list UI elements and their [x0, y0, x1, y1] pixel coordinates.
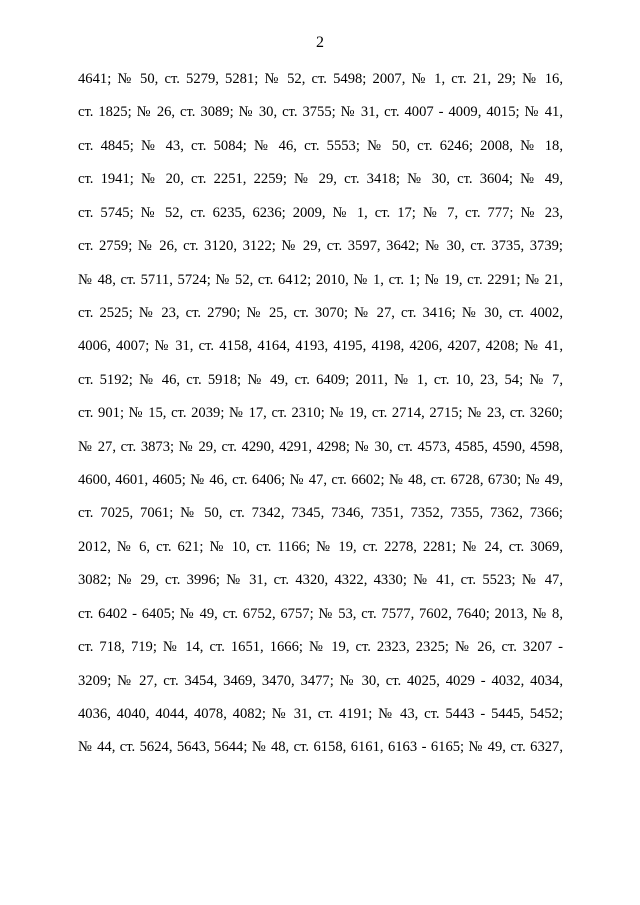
text-line: 4641; № 50, ст. 5279, 5281; № 52, ст. 54…	[78, 71, 563, 87]
text-line: 2012, № 6, ст. 621; № 10, ст. 1166; № 19…	[78, 538, 563, 555]
text-line: № 44, ст. 5624, 5643, 5644; № 48, ст. 61…	[78, 739, 563, 756]
text-line: ст. 6402 - 6405; № 49, ст. 6752, 6757; №…	[78, 605, 563, 622]
text-line: ст. 5745; № 52, ст. 6235, 6236; 2009, № …	[78, 204, 563, 221]
text-line: 3209; № 27, ст. 3454, 3469, 3470, 3477; …	[78, 672, 563, 689]
text-line: ст. 7025, 7061; № 50, ст. 7342, 7345, 73…	[78, 505, 563, 522]
text-line: 4006, 4007; № 31, ст. 4158, 4164, 4193, …	[78, 338, 563, 355]
text-line: ст. 2525; № 23, ст. 2790; № 25, ст. 3070…	[78, 304, 563, 321]
text-line: ст. 2759; № 26, ст. 3120, 3122; № 29, ст…	[78, 238, 563, 255]
text-line: ст. 5192; № 46, ст. 5918; № 49, ст. 6409…	[78, 371, 563, 388]
text-line: ст. 718, 719; № 14, ст. 1651, 1666; № 19…	[78, 639, 563, 656]
text-line: № 27, ст. 3873; № 29, ст. 4290, 4291, 42…	[78, 438, 563, 455]
text-line: ст. 901; № 15, ст. 2039; № 17, ст. 2310;…	[78, 405, 563, 422]
page-number: 2	[316, 34, 324, 51]
text-line: № 48, ст. 5711, 5724; № 52, ст. 6412; 20…	[78, 271, 563, 288]
text-line: ст. 1941; № 20, ст. 2251, 2259; № 29, ст…	[78, 171, 563, 188]
text-line: 4600, 4601, 4605; № 46, ст. 6406; № 47, …	[78, 472, 563, 489]
text-line: ст. 4845; № 43, ст. 5084; № 46, ст. 5553…	[78, 137, 563, 154]
text-line: 3082; № 29, ст. 3996; № 31, ст. 4320, 43…	[78, 572, 563, 589]
text-line: ст. 1825; № 26, ст. 3089; № 30, ст. 3755…	[78, 104, 563, 121]
body-text: 4641; № 50, ст. 5279, 5281; № 52, ст. 54…	[78, 63, 563, 765]
text-line: 4036, 4040, 4044, 4078, 4082; № 31, ст. …	[78, 706, 563, 723]
